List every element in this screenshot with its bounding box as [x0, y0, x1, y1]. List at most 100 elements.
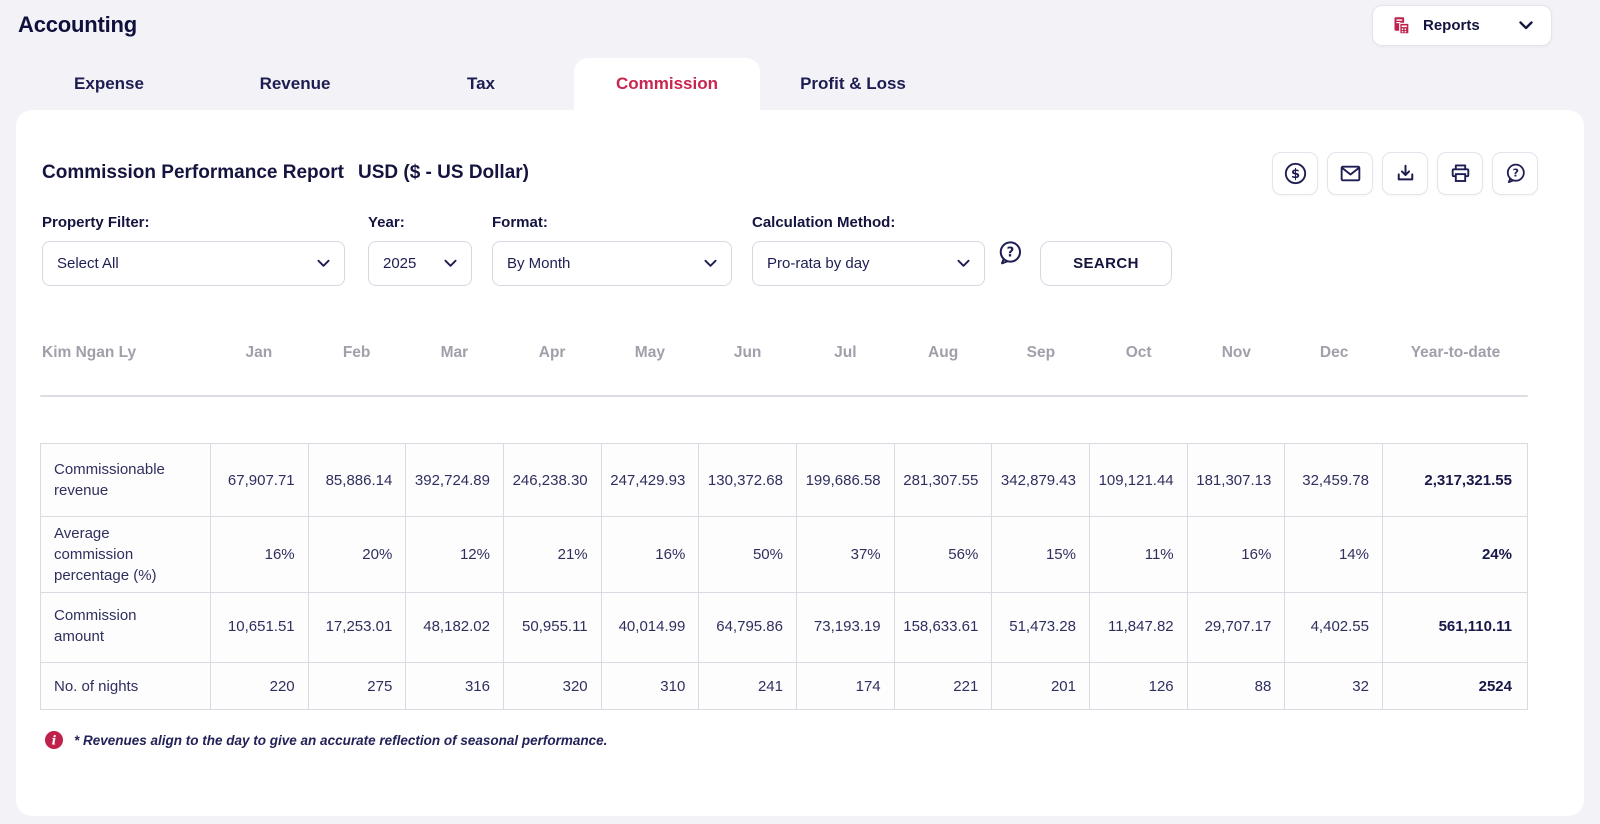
value-cell: 246,238.30 [503, 444, 602, 517]
value-cell: 50,955.11 [503, 590, 602, 663]
property-filter-label: Property Filter: [42, 214, 150, 231]
table-row: Commission amount 10,651.51 17,253.01 48,18… [41, 590, 1528, 663]
table-row: No. of nights 220 275 316 320 310 241 174 221 201… [41, 663, 1528, 710]
value-cell: 4,402.55 [1285, 590, 1383, 663]
value-cell: 241 [699, 663, 797, 710]
value-cell: 320 [503, 663, 602, 710]
year-to-date-cell: 2524 [1382, 663, 1528, 710]
tab-expense[interactable]: Expense [74, 74, 144, 93]
value-cell: 130,372.68 [699, 444, 797, 517]
value-cell: 275 [308, 663, 407, 710]
year-to-date-cell: 561,110.11 [1382, 590, 1528, 663]
value-cell: 20% [308, 517, 407, 593]
value-cell: 67,907.71 [211, 444, 309, 517]
tab-profit-loss[interactable]: Profit & Loss [800, 74, 906, 93]
feedback-button[interactable]: ? [1492, 152, 1538, 195]
value-cell: 32,459.78 [1285, 444, 1383, 517]
chevron-down-icon [1519, 21, 1533, 30]
year-to-date-cell: 24% [1382, 517, 1528, 593]
value-cell: 56% [894, 517, 993, 593]
value-cell: 220 [211, 663, 309, 710]
table-header-month-aug: Aug [928, 344, 959, 361]
download-button[interactable] [1382, 152, 1428, 195]
download-icon [1393, 161, 1418, 186]
tab-revenue[interactable]: Revenue [259, 74, 331, 93]
accounting-tabs: Expense Revenue Tax Commission Profit & … [16, 58, 946, 110]
report-icon [1391, 15, 1412, 36]
email-button[interactable] [1327, 152, 1373, 195]
value-cell: 37% [796, 517, 895, 593]
value-cell: 51,473.28 [992, 590, 1090, 663]
value-cell: 316 [406, 663, 504, 710]
value-cell: 48,182.02 [406, 590, 504, 663]
property-filter-select[interactable]: Select All [42, 241, 345, 286]
help-chat-icon: ? [1503, 161, 1528, 186]
dollar-icon: $ [1283, 161, 1308, 186]
table-header-month-feb: Feb [342, 344, 371, 361]
table-header-owner: Kim Ngan Ly [42, 344, 137, 361]
year-filter-label: Year: [368, 214, 405, 231]
value-cell: 15% [992, 517, 1090, 593]
footnote-text: * Revenues align to the day to give an a… [74, 732, 608, 748]
reports-menu-label: Reports [1423, 17, 1480, 34]
row-label: Commissionable revenue [41, 444, 211, 517]
calculation-method-select[interactable]: Pro-rata by day [752, 241, 985, 286]
value-cell: 12% [406, 517, 504, 593]
info-icon: i [44, 730, 64, 750]
commission-report-panel: Commission Performance Report USD ($ - U… [16, 110, 1584, 816]
page-title: Accounting [18, 12, 137, 37]
value-cell: 11% [1089, 517, 1188, 593]
report-currency: USD ($ - US Dollar) [357, 162, 529, 183]
calculation-method-label: Calculation Method: [752, 214, 896, 231]
chevron-down-icon [704, 259, 717, 268]
table-header-month-dec: Dec [1319, 344, 1349, 361]
print-button[interactable] [1437, 152, 1483, 195]
svg-text:i: i [52, 732, 57, 747]
tab-tax[interactable]: Tax [466, 74, 496, 93]
format-select[interactable]: By Month [492, 241, 732, 286]
search-button[interactable]: SEARCH [1040, 241, 1172, 286]
row-label: Commission amount [41, 590, 211, 663]
header-divider [40, 395, 1528, 397]
reports-menu-button[interactable]: Reports [1372, 5, 1552, 46]
value-cell: 201 [992, 663, 1090, 710]
row-label: No. of nights [41, 663, 211, 710]
value-cell: 16% [1187, 517, 1286, 593]
tab-commission[interactable]: Commission [574, 58, 760, 110]
table-header-month-may: May [634, 344, 665, 361]
value-cell: 174 [796, 663, 895, 710]
table-header-month-oct: Oct [1125, 344, 1152, 361]
value-cell: 32 [1285, 663, 1383, 710]
chevron-down-icon [957, 259, 970, 268]
value-cell: 392,724.89 [406, 444, 504, 517]
print-icon [1448, 161, 1473, 186]
format-value: By Month [507, 255, 571, 272]
value-cell: 11,847.82 [1089, 590, 1188, 663]
value-cell: 85,886.14 [308, 444, 407, 517]
table-header-row: Kim Ngan Ly Jan Feb Mar Apr May Jun Jul Aug Sep Oc… [40, 338, 1528, 368]
value-cell: 126 [1089, 663, 1188, 710]
value-cell: 158,633.61 [894, 590, 993, 663]
svg-text:?: ? [1512, 167, 1518, 180]
svg-text:?: ? [1007, 246, 1015, 261]
value-cell: 281,307.55 [894, 444, 993, 517]
calculation-help-icon[interactable]: ? [995, 238, 1025, 268]
table-header-month-jun: Jun [733, 344, 762, 361]
currency-button[interactable]: $ [1272, 152, 1318, 195]
table-header-month-jan: Jan [245, 344, 273, 361]
value-cell: 40,014.99 [601, 590, 700, 663]
table-header-month-apr: Apr [538, 344, 566, 361]
value-cell: 16% [211, 517, 309, 593]
row-label: Average commission percentage (%) [41, 517, 211, 593]
year-select[interactable]: 2025 [368, 241, 472, 286]
value-cell: 88 [1187, 663, 1286, 710]
value-cell: 50% [699, 517, 797, 593]
email-icon [1338, 161, 1363, 186]
report-title: Commission Performance Report USD ($ - U… [42, 162, 529, 184]
value-cell: 310 [601, 663, 700, 710]
value-cell: 247,429.93 [601, 444, 700, 517]
table-header-month-mar: Mar [440, 344, 469, 361]
value-cell: 16% [601, 517, 700, 593]
value-cell: 109,121.44 [1089, 444, 1188, 517]
value-cell: 342,879.43 [992, 444, 1090, 517]
